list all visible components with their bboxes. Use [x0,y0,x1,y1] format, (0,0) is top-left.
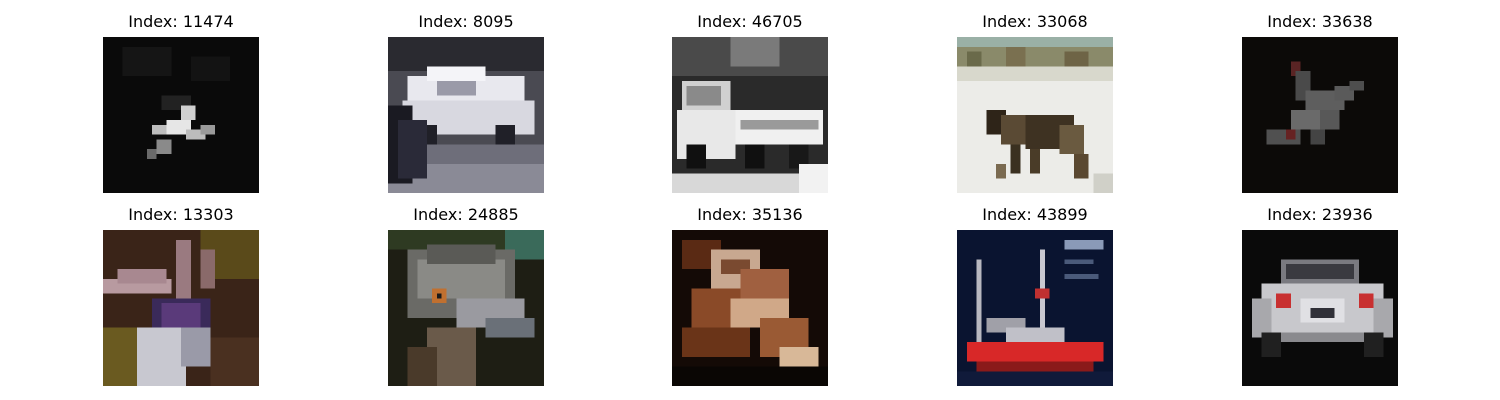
image-title: Index: 33068 [982,12,1088,31]
image-title: Index: 13303 [128,205,234,224]
image-title: Index: 35136 [697,205,803,224]
frog-image [672,230,828,386]
image-title: Index: 46705 [697,12,803,31]
moose-image [957,37,1113,193]
truck-image [672,37,828,193]
airplane-image [103,37,259,193]
bird-image [103,230,259,386]
car-image [1242,230,1398,386]
image-title: Index: 43899 [982,205,1088,224]
image-title: Index: 11474 [128,12,234,31]
image-title: Index: 24885 [413,205,519,224]
airplane-image [1242,37,1398,193]
ship-image [957,230,1113,386]
image-title: Index: 33638 [1267,12,1373,31]
image-title: Index: 8095 [418,12,514,31]
car-image [388,37,544,193]
emu-image [388,230,544,386]
image-title: Index: 23936 [1267,205,1373,224]
